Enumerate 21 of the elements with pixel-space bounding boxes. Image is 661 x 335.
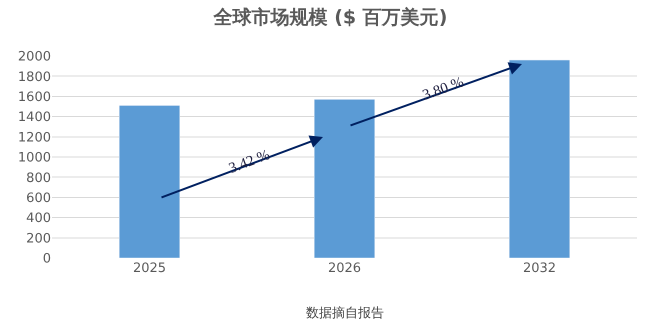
y-tick-label: 600 (26, 190, 51, 206)
annotation: 3.80 % (420, 74, 466, 104)
x-tick-label: 2025 (132, 261, 166, 276)
y-tick-label: 1800 (18, 70, 51, 85)
y-tick-label: 2000 (18, 50, 51, 65)
x-tick-label: 2032 (522, 261, 556, 276)
y-tick-label: 400 (26, 211, 51, 226)
y-tick-label: 1600 (18, 90, 51, 105)
y-tick-label: 200 (26, 231, 51, 246)
text: 数据摘自报告 (306, 306, 384, 321)
chart-title: 全球市场规模 ($ 百万美元) (212, 6, 448, 28)
bar (314, 99, 375, 258)
bar (119, 105, 180, 258)
y-tick-label: 1400 (18, 110, 51, 126)
y-tick-label: 1200 (18, 130, 51, 146)
x-tick-label: 2026 (328, 261, 362, 276)
bar (509, 60, 570, 258)
y-tick-label: 0 (42, 252, 51, 267)
y-tick-label: 800 (26, 170, 51, 186)
annotation: 3.42 % (226, 147, 272, 177)
y-tick-label: 1000 (18, 150, 51, 166)
